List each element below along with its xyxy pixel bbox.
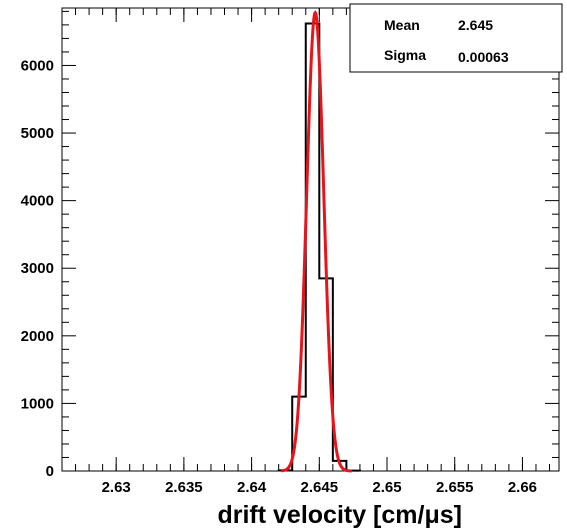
y-tick-label: 6000 (21, 57, 54, 74)
x-tick-label: 2.635 (165, 479, 203, 496)
y-tick-label: 2000 (21, 328, 54, 345)
x-tick-label: 2.655 (436, 479, 474, 496)
axis-tick-labels: 2.63 2.635 2.64 2.645 2.65 2.655 2.66 0 1000 2000… (21, 57, 537, 496)
x-tick-label: 2.645 (301, 479, 339, 496)
y-tick-label: 0 (46, 463, 54, 480)
histogram-bin (306, 24, 320, 471)
x-tick-label: 2.66 (508, 479, 537, 496)
x-tick-label: 2.64 (237, 479, 267, 496)
y-tick-label: 5000 (21, 125, 54, 142)
stats-box-frame (349, 3, 563, 73)
gaussian-fit-curve (281, 10, 352, 473)
stats-sigma-label: Sigma (384, 47, 426, 63)
y-tick-label: 4000 (21, 193, 54, 210)
y-tick-label: 3000 (21, 260, 54, 277)
x-tick-label: 2.63 (102, 479, 131, 496)
stats-sigma-value: 0.00063 (458, 49, 509, 65)
stats-box: Mean 2.645 Sigma 0.00063 (349, 3, 563, 73)
x-axis-title: drift velocity [cm/μs] (217, 501, 462, 529)
x-tick-label: 2.65 (372, 479, 401, 496)
plot-frame (61, 7, 560, 472)
y-tick-label: 1000 (21, 395, 54, 412)
stats-mean-label: Mean (384, 17, 420, 33)
stats-mean-value: 2.645 (458, 17, 493, 33)
